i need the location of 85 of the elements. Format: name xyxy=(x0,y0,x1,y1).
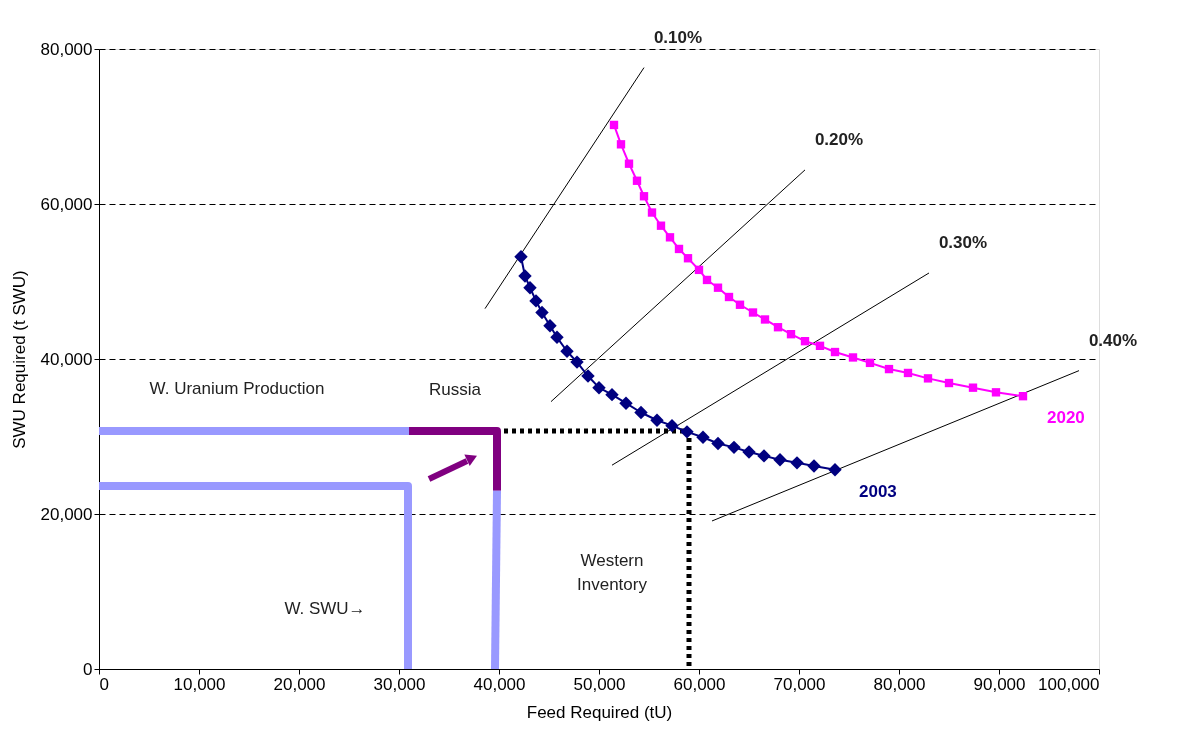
point xyxy=(1018,392,1028,401)
series-label: 0.40% xyxy=(1088,330,1138,350)
x-tick-label: 10,000 xyxy=(173,674,226,694)
x-tick-label: 30,000 xyxy=(373,674,426,694)
point xyxy=(650,413,664,427)
point xyxy=(632,176,642,185)
point xyxy=(656,221,666,230)
x-tick-label: 50,000 xyxy=(573,674,626,694)
point xyxy=(592,380,606,395)
point xyxy=(968,383,978,392)
point xyxy=(647,208,657,217)
point xyxy=(535,305,549,320)
point xyxy=(560,344,574,358)
point xyxy=(683,254,693,263)
point xyxy=(514,249,528,264)
point xyxy=(581,369,595,383)
y-tick-label: 20,000 xyxy=(40,504,93,524)
point xyxy=(609,120,619,130)
point xyxy=(711,436,725,451)
point xyxy=(639,192,649,201)
point xyxy=(702,275,712,285)
point xyxy=(665,418,679,433)
annotation: W. Uranium Production xyxy=(149,379,325,398)
point xyxy=(848,353,858,362)
point xyxy=(624,159,634,168)
point xyxy=(748,308,758,317)
point xyxy=(786,330,796,339)
point xyxy=(742,445,756,459)
point xyxy=(800,336,810,346)
annotation: W. SWU→ xyxy=(284,599,366,618)
point xyxy=(807,459,821,473)
point xyxy=(991,388,1001,397)
series-label: 0.20% xyxy=(814,129,864,149)
point xyxy=(865,358,875,368)
y-tick-label: 40,000 xyxy=(40,349,93,369)
x-tick-label: 60,000 xyxy=(673,674,726,694)
point xyxy=(830,347,840,357)
series-label: 2020 xyxy=(1047,408,1085,428)
point xyxy=(550,330,564,345)
x-tick-label: 70,000 xyxy=(773,674,826,694)
x-tick-label: 40,000 xyxy=(473,674,526,694)
x-tick-label: 20,000 xyxy=(273,674,326,694)
point xyxy=(773,453,787,467)
point xyxy=(674,244,684,254)
point xyxy=(760,315,770,324)
series-label: 0.30% xyxy=(938,232,988,252)
point xyxy=(605,387,619,402)
point xyxy=(923,374,933,383)
point xyxy=(790,456,804,470)
y-tick-label: 80,000 xyxy=(40,39,93,59)
series-label: 2003 xyxy=(859,481,897,501)
x-tick-label: 90,000 xyxy=(973,674,1026,694)
x-axis-title: Feed Required (tU) xyxy=(526,702,673,722)
point xyxy=(944,378,954,388)
y-axis-title: SWU Required (t SWU) xyxy=(9,270,29,449)
annotation: Western Inventory xyxy=(577,551,648,594)
point xyxy=(815,341,825,351)
x-tick-label: 80,000 xyxy=(873,674,926,694)
point xyxy=(543,318,557,333)
point xyxy=(735,300,745,309)
point xyxy=(773,323,783,332)
point xyxy=(616,140,626,149)
point xyxy=(619,396,633,410)
point xyxy=(665,233,675,242)
point xyxy=(523,280,537,295)
point xyxy=(727,440,741,455)
point xyxy=(570,355,584,369)
point xyxy=(757,449,771,463)
series-label: 0.10% xyxy=(653,27,703,47)
annotation: Russia xyxy=(429,380,482,399)
point xyxy=(713,283,723,292)
y-tick-label: 0 xyxy=(83,659,93,679)
point xyxy=(518,269,532,283)
point xyxy=(903,368,913,378)
point xyxy=(724,292,734,302)
point xyxy=(696,430,710,444)
point xyxy=(680,425,694,439)
point xyxy=(634,405,648,420)
x-tick-label: 0 xyxy=(99,674,109,694)
point xyxy=(529,294,543,308)
point xyxy=(694,265,704,275)
y-tick-label: 60,000 xyxy=(40,194,93,214)
point xyxy=(884,364,894,374)
x-tick-label: 100,000 xyxy=(1038,674,1100,694)
point xyxy=(828,463,842,477)
